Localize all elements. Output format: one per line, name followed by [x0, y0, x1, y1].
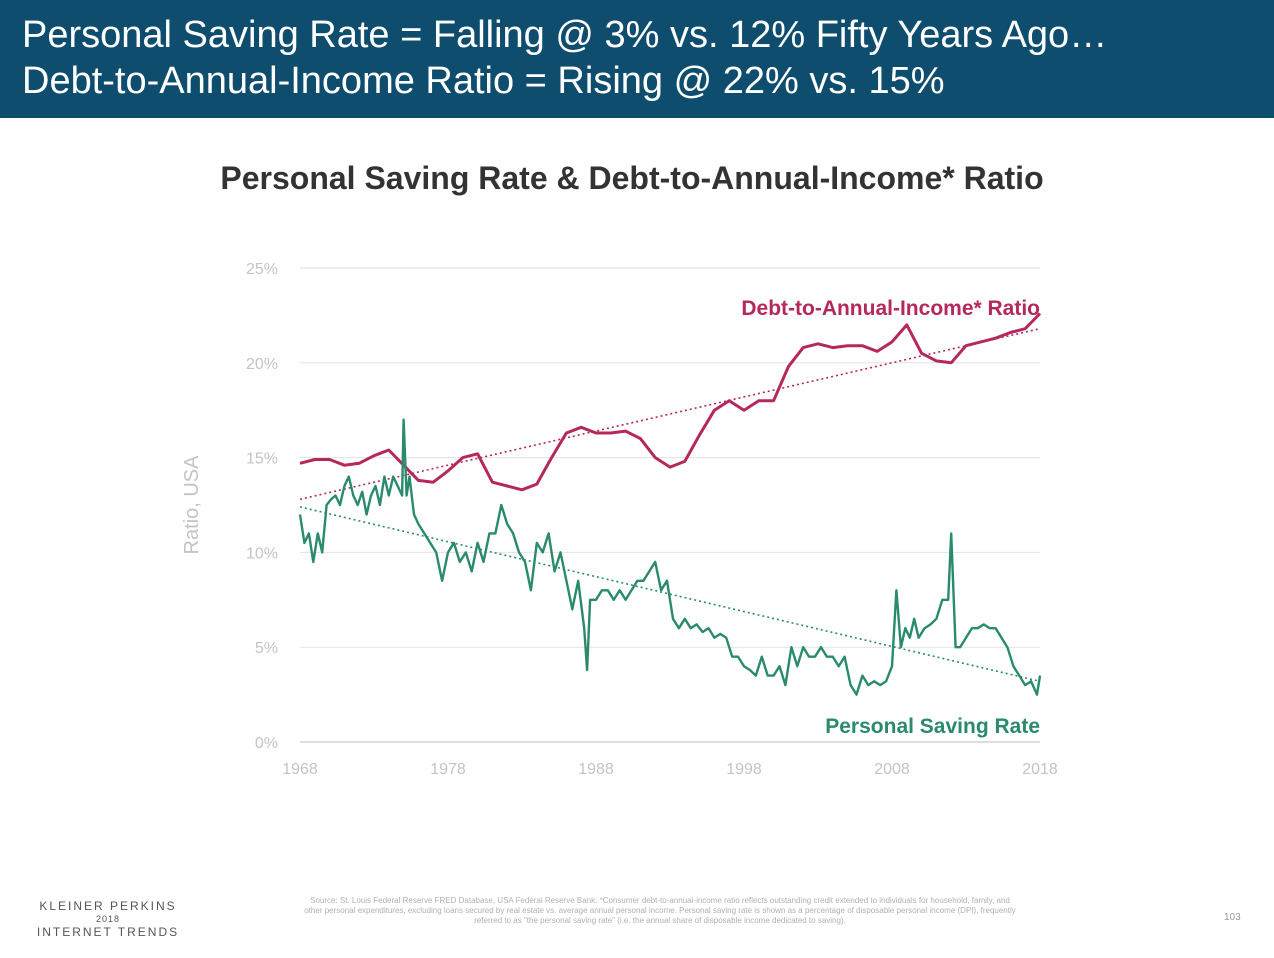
kleiner-perkins-logo: KLEINER PERKINS 2018 INTERNET TRENDS [12, 898, 204, 940]
x-tick-label: 2018 [1022, 761, 1058, 778]
logo-line-1: KLEINER PERKINS [39, 899, 177, 913]
x-tick-label: 1978 [430, 761, 466, 778]
logo-year: 2018 [95, 914, 121, 924]
y-tick-label: 20% [246, 356, 278, 373]
y-tick-label: 25% [246, 261, 278, 278]
y-tick-label: 10% [246, 545, 278, 562]
x-tick-label: 1998 [726, 761, 762, 778]
source-note: Source: St. Louis Federal Reserve FRED D… [304, 896, 1016, 925]
slide-header: Personal Saving Rate = Falling @ 3% vs. … [0, 0, 1274, 118]
headline-debt: Debt-to-Annual-Income Ratio = Rising @ 2… [22, 60, 945, 102]
trend-line-0 [299, 327, 1041, 501]
y-axis-label: Ratio, USA [181, 455, 203, 555]
y-tick-label: 0% [255, 735, 278, 752]
chart-title: Personal Saving Rate & Debt-to-Annual-In… [220, 160, 1044, 196]
series-line-0 [299, 312, 1042, 492]
y-tick-label: 15% [246, 451, 278, 468]
series-label-saving: Personal Saving Rate [825, 715, 1040, 738]
x-tick-label: 1988 [578, 761, 614, 778]
page-number: 103 [1224, 912, 1241, 923]
x-tick-label: 2008 [874, 761, 910, 778]
series-line-1 [298, 418, 1042, 696]
y-tick-label: 5% [255, 640, 278, 657]
series-label-debt: Debt-to-Annual-Income* Ratio [741, 297, 1040, 320]
headline-saving: Personal Saving Rate = Falling @ 3% vs. … [22, 14, 1108, 56]
logo-line-3: INTERNET TRENDS [36, 925, 180, 939]
x-tick-label: 1968 [282, 761, 318, 778]
